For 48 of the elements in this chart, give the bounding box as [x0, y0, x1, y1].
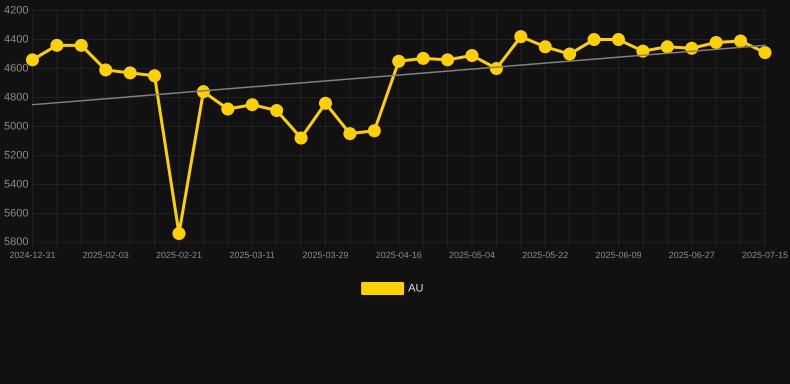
x-tick-label: 2025-02-21	[156, 250, 202, 260]
point	[343, 127, 356, 140]
y-tick-label: 4800	[4, 91, 28, 104]
x-tick-label: 2025-05-04	[448, 250, 495, 260]
point	[514, 30, 528, 44]
y-tick-label: 4600	[4, 62, 28, 75]
point	[148, 69, 162, 82]
x-tick-label: 2025-06-09	[595, 250, 642, 260]
point	[660, 40, 674, 54]
y-tick-label: 5800	[4, 236, 28, 248]
point	[416, 52, 430, 65]
point	[50, 38, 64, 52]
x-tick-label: 2024-12-31	[9, 250, 56, 260]
y-tick-label: 4200	[4, 4, 28, 17]
y-tick-label: 5400	[4, 178, 28, 190]
point	[710, 36, 723, 49]
x-tick-label: 2025-03-29	[302, 250, 348, 260]
point	[74, 38, 88, 52]
point	[465, 48, 478, 62]
y-tick-label: 5600	[4, 207, 28, 220]
point	[246, 98, 259, 112]
point	[124, 66, 137, 80]
point	[441, 53, 454, 66]
x-tick-label: 2025-05-22	[522, 250, 568, 260]
x-tick-label: 2025-04-16	[376, 250, 422, 260]
x-tick-label: 2025-07-15	[742, 250, 788, 260]
x-tick-label: 2025-03-11	[230, 250, 275, 260]
point	[563, 48, 576, 61]
x-tick-label: 2025-06-27	[668, 250, 715, 260]
point	[221, 102, 234, 116]
point	[318, 96, 332, 110]
point	[172, 227, 186, 240]
point	[392, 54, 406, 68]
point	[612, 33, 625, 46]
point	[588, 33, 601, 46]
y-tick-label: 4400	[4, 34, 28, 46]
point	[538, 40, 552, 54]
point	[636, 44, 650, 58]
point	[270, 104, 284, 117]
point	[758, 46, 772, 60]
y-tick-label: 5200	[4, 149, 28, 162]
point	[99, 63, 112, 76]
legend-label: AU	[408, 282, 424, 295]
point	[294, 131, 308, 144]
x-tick-label: 2025-02-03	[82, 250, 129, 260]
point	[734, 34, 748, 48]
y-tick-label: 5000	[4, 120, 28, 132]
point	[368, 124, 381, 138]
